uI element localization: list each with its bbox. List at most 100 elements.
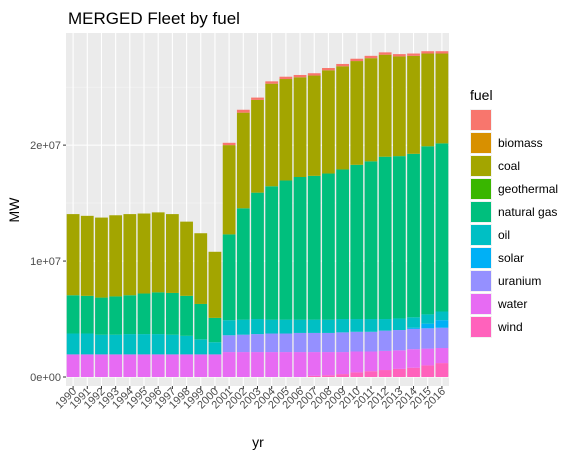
bar-segment — [364, 351, 378, 372]
bar-segment — [392, 156, 406, 319]
bar-segment — [279, 333, 293, 353]
bar-segment — [265, 352, 279, 377]
bar-segment — [407, 328, 420, 350]
bar-segment — [407, 349, 420, 368]
bar-segment — [151, 354, 165, 377]
bar-segment — [421, 328, 435, 349]
bar-segment — [435, 53, 449, 144]
bar-segment — [293, 77, 307, 177]
bar-segment — [236, 112, 250, 209]
bar-segment — [336, 63, 349, 67]
legend-swatch — [471, 248, 491, 268]
legend-swatch — [471, 202, 491, 222]
bar-segment — [265, 81, 279, 84]
bar-segment — [407, 367, 420, 377]
bar-segment — [392, 368, 406, 377]
legend-swatch — [471, 317, 491, 337]
bar-stack-2015 — [421, 51, 435, 377]
bar-segment — [180, 354, 193, 377]
bar-segment — [222, 145, 236, 235]
bar-segment — [180, 295, 193, 336]
bar-segment — [421, 53, 435, 147]
bar-segment — [293, 74, 307, 78]
x-axis-title: yr — [252, 434, 264, 450]
bar-segment — [407, 153, 420, 318]
bar-segment — [364, 55, 378, 59]
bar-segment — [109, 334, 123, 355]
bar-segment — [194, 354, 208, 377]
bar-segment — [435, 320, 449, 328]
bar-stack-2003 — [251, 97, 264, 377]
bar-segment — [336, 169, 349, 320]
legend-label: oil — [498, 228, 510, 242]
y-axis: 0e+00 1e+07 2e+07 — [30, 140, 66, 384]
y-tick-label: 2e+07 — [30, 140, 61, 152]
bar-segment — [208, 251, 222, 318]
bar-segment — [322, 68, 335, 71]
bar-segment — [322, 173, 335, 320]
bar-segment — [236, 334, 250, 353]
bar-segment — [364, 319, 378, 332]
bar-segment — [166, 214, 179, 293]
bar-segment — [80, 354, 94, 377]
bar-stack-2010 — [350, 58, 364, 377]
bar-segment — [251, 319, 264, 335]
bar-segment — [137, 293, 151, 335]
bar-stack-2012 — [378, 52, 392, 377]
bar-segment — [364, 331, 378, 352]
legend-swatch — [471, 110, 491, 130]
bar-segment — [222, 352, 236, 377]
bar-segment — [378, 52, 392, 55]
bar-segment — [378, 370, 392, 377]
legend-label: biomass — [498, 136, 543, 150]
bar-segment — [421, 314, 435, 324]
bar-segment — [251, 97, 264, 100]
bar-segment — [421, 348, 435, 366]
bar-segment — [123, 334, 137, 355]
bar-segment — [265, 333, 279, 353]
bar-stack-1996 — [151, 212, 165, 377]
legend-swatch — [471, 133, 491, 153]
bar-segment — [66, 333, 80, 355]
bar-segment — [236, 352, 250, 377]
bar-segment — [236, 109, 250, 113]
bar-segment — [364, 371, 378, 377]
bar-segment — [123, 295, 137, 335]
bar-stack-2000 — [208, 251, 222, 377]
bar-segment — [279, 79, 293, 181]
bar-segment — [407, 53, 420, 56]
bar-segment — [336, 319, 349, 333]
bar-segment — [336, 332, 349, 353]
bar-stack-1998 — [180, 221, 193, 377]
legend-label: water — [497, 297, 527, 311]
bar-stack-1999 — [194, 233, 208, 377]
bar-stack-2011 — [364, 55, 378, 377]
bar-segment — [279, 180, 293, 320]
bar-segment — [251, 192, 264, 320]
bar-segment — [208, 342, 222, 355]
bar-stack-2005 — [279, 76, 293, 377]
bar-segment — [307, 75, 321, 176]
bar-segment — [265, 319, 279, 334]
bar-stack-1994 — [123, 214, 137, 377]
bar-segment — [350, 331, 364, 352]
bar-segment — [364, 161, 378, 320]
bar-segment — [307, 375, 321, 377]
bar-segment — [435, 363, 449, 377]
bar-segment — [137, 213, 151, 294]
bar-segment — [322, 319, 335, 333]
bar-segment — [109, 215, 123, 297]
bar-segment — [421, 51, 435, 54]
bar-segment — [109, 354, 123, 377]
bar-segment — [222, 320, 236, 336]
bar-segment — [293, 177, 307, 320]
bar-stack-2013 — [392, 54, 406, 377]
legend-label: wind — [497, 320, 523, 334]
bar-segment — [435, 143, 449, 312]
bar-segment — [123, 354, 137, 377]
bar-segment — [251, 99, 264, 193]
legend-swatch — [471, 271, 491, 291]
bar-segment — [293, 352, 307, 377]
chart-title: MERGED Fleet by fuel — [68, 9, 240, 28]
bar-segment — [180, 335, 193, 355]
